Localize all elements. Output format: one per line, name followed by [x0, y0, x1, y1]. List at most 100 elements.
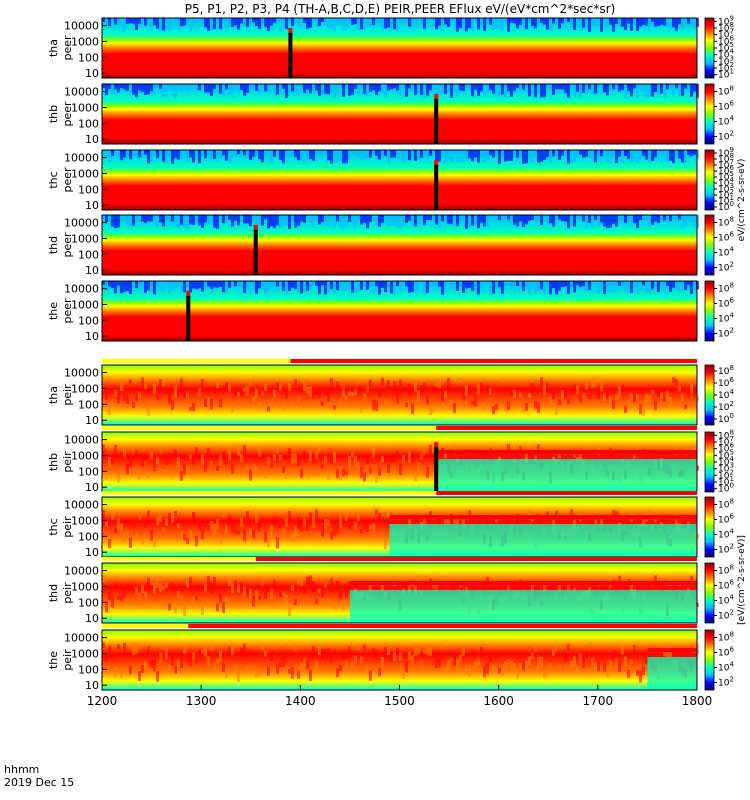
colorbar-tick-label: 105: [718, 41, 734, 54]
panel-probe-label: thd: [47, 584, 60, 602]
y-tick-label: 1000: [71, 647, 99, 660]
colorbar-unit-top: eV/(cm^2-s-sr-eV): [737, 159, 747, 242]
y-tick-label: 10000: [64, 499, 99, 512]
colorbar-tick-label: 106: [718, 164, 734, 177]
colorbar: 102 104 106 108: [704, 214, 734, 276]
figure-title: P5, P1, P2, P3, P4 (TH-A,B,C,D,E) PEIR,P…: [185, 2, 616, 16]
colorbar-tick-label: 105: [718, 448, 734, 461]
y-tick-label: 10000: [64, 86, 99, 99]
colorbar-tick-label: 102: [718, 61, 734, 74]
colorbar-tick-label: 102: [718, 327, 734, 340]
colorbar-tick-label: 102: [718, 676, 734, 689]
panel-frame: [101, 214, 698, 276]
shift-region: [436, 459, 697, 492]
colorbar-tick-label: 104: [718, 594, 734, 607]
gap-cap: [186, 291, 191, 296]
data-gap: [434, 446, 439, 492]
colorbar-tick-label: 102: [718, 468, 734, 481]
colorbar-tick-label: 108: [718, 85, 734, 98]
mode-bar-fast: [102, 359, 291, 363]
y-tick-label: 10: [85, 67, 99, 80]
x-tick-label: 1300: [186, 694, 217, 708]
data-gap: [253, 229, 258, 275]
mode-bar-fast: [102, 624, 189, 628]
colorbar-tick-label: 106: [718, 442, 734, 455]
y-tick-label: 10: [85, 199, 99, 212]
shift-band: [436, 450, 697, 454]
panel-thc-peir: 10 100 1000 10000 thc peir 102 104 106 108: [47, 491, 734, 559]
y-tick-label: 100: [78, 530, 99, 543]
colorbar: 102 104 106 108: [704, 562, 734, 624]
shift-band: [647, 648, 697, 652]
y-tick-label: 1000: [71, 35, 99, 48]
panel-species-label: peer: [61, 101, 74, 127]
y-tick-label: 100: [78, 248, 99, 261]
y-tick-label: 100: [78, 314, 99, 327]
panel-thd-peir: 10 100 1000 10000 thd peir 102 104 106 108: [47, 557, 734, 625]
spectrogram-fill: [102, 18, 697, 78]
y-tick-label: 10000: [64, 20, 99, 33]
colorbar-tick-label: 106: [718, 231, 734, 244]
panel-species-label: peer: [61, 232, 74, 258]
data-gap: [186, 295, 191, 341]
colorbar-tick-label: 104: [718, 48, 734, 61]
panel-probe-label: the: [47, 651, 60, 669]
panel-frame: [101, 83, 698, 145]
colorbar-tick-label: 102: [718, 609, 734, 622]
y-tick-label: 10000: [64, 152, 99, 165]
spectrogram-texture: [102, 18, 699, 32]
spectrogram-texture: [102, 150, 699, 164]
panel-probe-label: thb: [47, 105, 60, 123]
colorbar-tick-label: 102: [718, 543, 734, 556]
panel-frame: [101, 17, 698, 79]
mode-bar-slow: [255, 557, 698, 561]
y-tick-label: 10: [85, 264, 99, 277]
panel-thb-peer: 10 100 1000 10000 thb peer 102 104 106 108: [47, 83, 734, 146]
x-tick-label: 1200: [87, 694, 118, 708]
panel-species-label: peer: [61, 167, 74, 193]
y-tick-label: 1000: [71, 514, 99, 527]
colorbar-tick-label: 100: [718, 200, 734, 213]
y-tick-label: 10: [85, 330, 99, 343]
y-tick-label: 1000: [71, 580, 99, 593]
mode-bar-slow: [436, 491, 697, 495]
colorbar-tick-label: 103: [718, 54, 734, 67]
y-tick-label: 10000: [64, 565, 99, 578]
colorbar-unit-bottom: [eV/(cm^2-s-sr-eV)]: [737, 535, 747, 625]
y-tick-label: 1000: [71, 298, 99, 311]
data-gap: [434, 98, 439, 144]
gap-cap: [434, 160, 439, 165]
colorbar-tick-label: 106: [718, 579, 734, 592]
panel-probe-label: thc: [47, 518, 60, 535]
colorbar-tick-label: 103: [718, 182, 734, 195]
colorbar-tick-label: 104: [718, 115, 734, 128]
y-tick-label: 10: [85, 414, 99, 427]
panel-species-label: peir: [61, 582, 74, 604]
x-tick-label: 1500: [384, 694, 415, 708]
y-tick-label: 100: [78, 183, 99, 196]
y-tick-label: 1000: [71, 167, 99, 180]
panel-species-label: peir: [61, 451, 74, 473]
panel-probe-label: thb: [47, 453, 60, 471]
shift-region: [349, 590, 697, 623]
mode-bar-fast: [102, 426, 437, 430]
colorbar-tick-label: 104: [718, 388, 734, 401]
panel-species-label: peir: [61, 649, 74, 671]
colorbar: 102 104 106 108: [704, 280, 734, 342]
spectrogram-texture: [102, 377, 699, 416]
y-tick-label: 10: [85, 612, 99, 625]
colorbar-tick-label: 107: [718, 435, 734, 448]
time-axis: 1200 1300 1400 1500 1600 1700 1800: [87, 685, 712, 708]
y-tick-label: 10000: [64, 434, 99, 447]
y-tick-label: 1000: [71, 382, 99, 395]
colorbar-tick-label: 109: [718, 146, 734, 159]
colorbar-tick-label: 106: [718, 100, 734, 113]
